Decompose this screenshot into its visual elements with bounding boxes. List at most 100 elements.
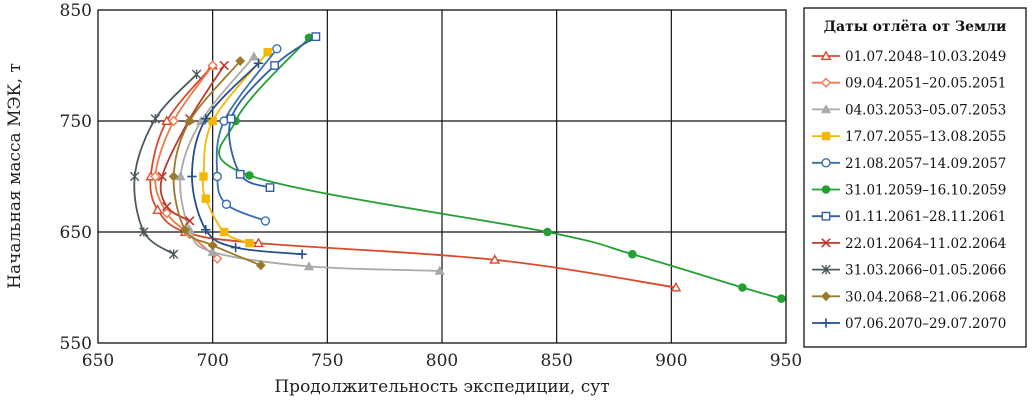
legend-entry: 30.04.2068–21.06.2068 xyxy=(812,289,1006,305)
legend-label: 01.07.2048–10.03.2049 xyxy=(845,49,1006,65)
data-point xyxy=(245,238,254,248)
legend-marker xyxy=(820,77,832,88)
x-axis-title: Продолжительность экспедиции, сут xyxy=(274,377,609,397)
legend-box xyxy=(803,7,1027,348)
series-5 xyxy=(212,44,282,226)
legend-marker xyxy=(821,158,831,168)
data-point xyxy=(207,240,218,251)
legend: Даты отлёта от Земли 01.07.2048–10.03.20… xyxy=(803,7,1027,348)
data-point xyxy=(152,204,164,214)
legend-entry: 31.03.2066–01.05.2066 xyxy=(812,263,1006,279)
data-point xyxy=(187,171,197,182)
legend-label: 17.07.2055–13.08.2055 xyxy=(845,129,1006,145)
data-point xyxy=(489,254,501,264)
legend-marker xyxy=(820,104,832,114)
series-6 xyxy=(218,33,786,303)
series-4 xyxy=(199,47,272,248)
data-point xyxy=(777,294,786,303)
data-point xyxy=(162,201,172,212)
data-point xyxy=(150,114,161,124)
legend-entry: 21.08.2057–14.09.2057 xyxy=(812,156,1006,172)
legend-label: 31.03.2066–01.05.2066 xyxy=(845,263,1006,279)
y-tick-label: 550 xyxy=(60,334,92,354)
data-point xyxy=(270,61,279,70)
x-tick-label: 700 xyxy=(196,351,228,371)
plot-frame xyxy=(97,9,787,344)
data-point xyxy=(207,60,218,71)
data-point xyxy=(201,194,210,203)
legend-title: Даты отлёта от Земли xyxy=(824,19,1007,35)
data-point xyxy=(235,56,246,66)
series-11 xyxy=(187,58,307,259)
legend-marker xyxy=(821,264,831,275)
series-line xyxy=(191,62,303,256)
legend-marker xyxy=(821,238,831,248)
data-point xyxy=(199,172,208,181)
data-point xyxy=(168,115,179,127)
series-9 xyxy=(129,69,202,259)
legend-label: 09.04.2051–20.05.2051 xyxy=(845,76,1006,92)
data-point xyxy=(230,242,241,253)
legend-label: 31.01.2059–16.10.2059 xyxy=(845,183,1006,199)
data-point xyxy=(175,171,186,181)
x-tick-label: 850 xyxy=(540,351,572,371)
legend-label: 01.11.2061–28.11.2061 xyxy=(845,209,1006,225)
legend-marker xyxy=(821,211,831,221)
data-point xyxy=(543,227,552,237)
data-point xyxy=(212,171,222,182)
data-point xyxy=(235,169,245,179)
data-point xyxy=(253,58,264,68)
y-tick-label: 650 xyxy=(60,223,92,243)
x-tick-label: 750 xyxy=(311,351,343,371)
legend-marker xyxy=(820,50,832,61)
data-point xyxy=(263,47,272,57)
data-point xyxy=(738,283,747,292)
legend-label: 21.08.2057–14.09.2057 xyxy=(845,156,1006,172)
legend-marker xyxy=(821,131,831,141)
data-point xyxy=(255,260,266,271)
data-point xyxy=(221,199,232,209)
y-axis-title: Начальная масса МЭК, т xyxy=(5,63,25,289)
data-point xyxy=(208,116,217,126)
legend-entry: 22.01.2064–11.02.2064 xyxy=(812,236,1006,252)
data-point xyxy=(168,171,179,182)
data-point xyxy=(207,246,218,256)
legend-entry: 17.07.2055–13.08.2055 xyxy=(812,129,1006,145)
legend-label: 04.03.2053–05.07.2053 xyxy=(845,102,1006,118)
data-point xyxy=(180,224,191,235)
x-tick-label: 650 xyxy=(82,351,114,371)
data-point xyxy=(260,216,271,226)
data-point xyxy=(272,44,282,54)
y-tick-label: 750 xyxy=(60,112,92,132)
legend-label: 22.01.2064–11.02.2064 xyxy=(845,236,1006,252)
data-point xyxy=(265,183,275,192)
data-point xyxy=(297,249,307,259)
data-point xyxy=(129,171,140,182)
data-point xyxy=(226,114,236,124)
legend-entry: 31.01.2059–16.10.2059 xyxy=(812,183,1006,199)
data-point xyxy=(191,69,202,80)
series-10 xyxy=(168,56,266,271)
legend-label: 07.06.2070–29.07.2070 xyxy=(845,316,1006,332)
data-point xyxy=(161,207,172,219)
legend-entry: 09.04.2051–20.05.2051 xyxy=(812,76,1006,92)
series-7 xyxy=(226,32,321,192)
x-tick-label: 900 xyxy=(655,351,687,371)
x-tick-label: 800 xyxy=(426,351,458,371)
series-layer xyxy=(129,32,786,303)
legend-entry: 01.07.2048–10.03.2049 xyxy=(812,49,1006,65)
data-point xyxy=(150,171,161,182)
data-point xyxy=(248,51,259,61)
data-point xyxy=(201,114,211,124)
data-point xyxy=(253,237,264,248)
legend-entry: 07.06.2070–29.07.2070 xyxy=(812,316,1006,332)
data-point xyxy=(168,249,179,259)
data-point xyxy=(212,253,223,264)
data-point xyxy=(184,216,195,226)
y-tick-label: 850 xyxy=(60,1,92,21)
data-point xyxy=(628,249,637,259)
x-tick-label: 950 xyxy=(770,351,802,371)
legend-marker xyxy=(821,318,831,328)
series-line xyxy=(218,37,782,300)
